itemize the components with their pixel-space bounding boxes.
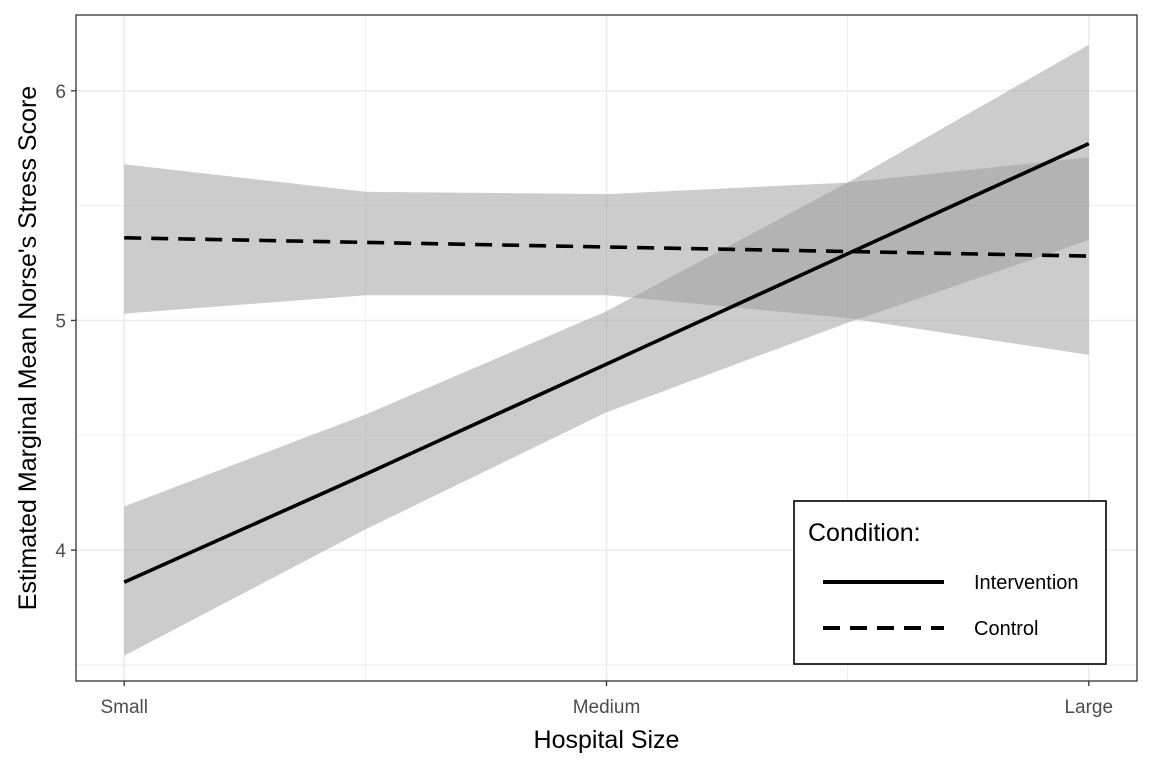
confidence-band-control — [124, 157, 1089, 355]
y-tick-label: 5 — [55, 311, 66, 332]
series-line-intervention — [123, 141, 1090, 584]
x-tick-label: Large — [1064, 697, 1113, 718]
x-axis: Small Medium Large — [100, 681, 1113, 718]
y-axis: 4 5 6 — [55, 82, 76, 562]
y-axis-title: Estimated Marginal Mean Norse's Stress S… — [14, 86, 42, 610]
x-tick-label: Medium — [573, 697, 641, 718]
x-axis-title: Hospital Size — [534, 726, 680, 754]
legend: Condition: Intervention Control — [793, 500, 1107, 665]
confidence-bands — [124, 44, 1089, 656]
x-tick-label: Small — [100, 697, 148, 718]
legend-label-control: Control — [974, 618, 1038, 640]
legend-title: Condition: — [808, 519, 921, 547]
y-tick-label: 4 — [55, 541, 66, 562]
y-tick-label: 6 — [55, 82, 66, 103]
legend-label-intervention: Intervention — [974, 572, 1079, 594]
series-lines — [123, 141, 1090, 584]
